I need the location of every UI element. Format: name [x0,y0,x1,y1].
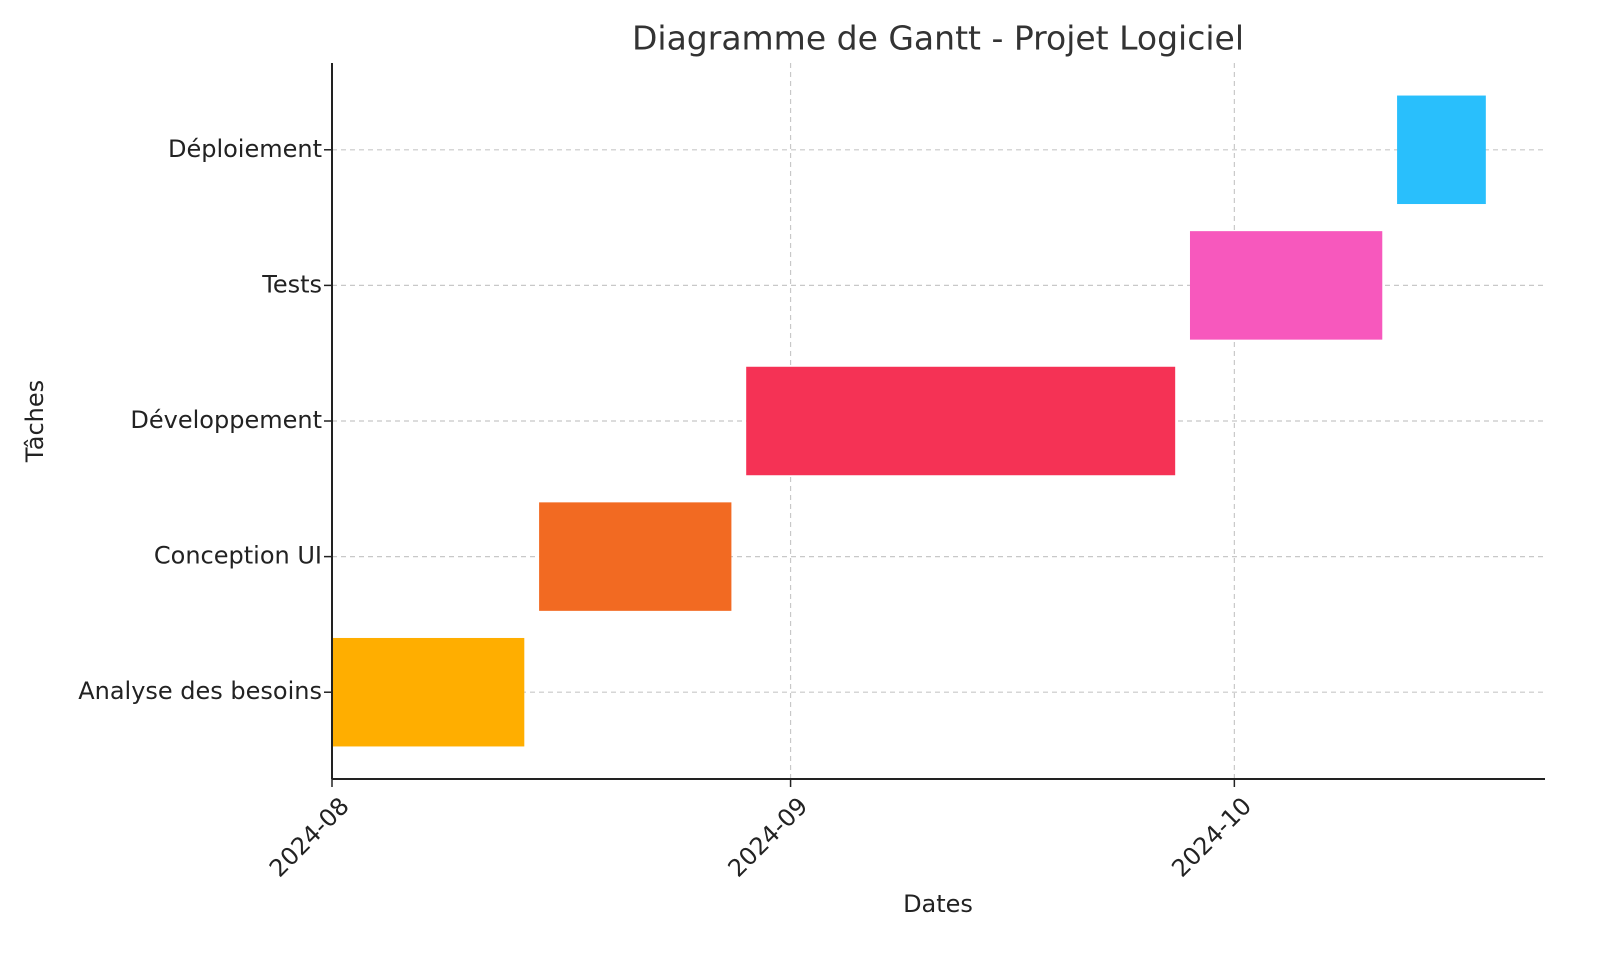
task-bar [539,502,732,611]
y-tick-label: Conception UI [154,542,322,570]
task-bar [1189,231,1383,340]
x-axis-label: Dates [903,890,973,918]
task-bar [746,366,1176,476]
y-tick-label: Développement [130,406,322,434]
x-tick-label: 2024-08 [264,792,355,883]
y-tick-label: Tests [261,270,322,298]
y-tick-label: Analyse des besoins [78,677,322,705]
y-axis-label: Tâches [21,380,49,463]
chart-title: Diagramme de Gantt - Projet Logiciel [632,19,1244,58]
task-bar [1397,95,1486,205]
task-bar [332,637,525,747]
x-tick-label: 2024-10 [1166,792,1257,883]
x-tick-label: 2024-09 [723,792,814,883]
y-tick-label: Déploiement [168,135,322,163]
